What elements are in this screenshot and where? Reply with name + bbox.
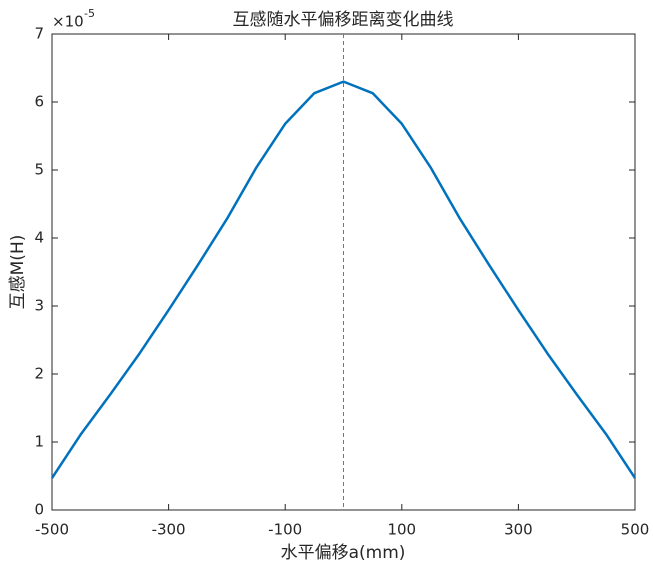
x-tick-label: -300 <box>152 521 186 539</box>
y-tick-label: 1 <box>34 433 44 451</box>
y-scale-exponent: -5 <box>84 7 95 20</box>
y-axis-label: 互感M(H) <box>8 235 28 310</box>
x-tick-label: 500 <box>621 521 650 539</box>
y-scale-base: ×10 <box>52 13 84 31</box>
y-tick-label: 5 <box>34 161 44 179</box>
y-tick-label: 2 <box>34 365 44 383</box>
y-tick-label: 0 <box>34 501 44 519</box>
y-tick-label: 7 <box>34 25 44 43</box>
y-tick-label: 3 <box>34 297 44 315</box>
chart-title: 互感随水平偏移距离变化曲线 <box>233 10 454 30</box>
x-tick-label: 100 <box>387 521 416 539</box>
data-line <box>50 80 637 479</box>
x-tick-label: -100 <box>268 521 302 539</box>
y-tick-label: 4 <box>34 229 44 247</box>
x-axis-label: 水平偏移a(mm) <box>281 543 406 563</box>
x-tick-label: 300 <box>504 521 533 539</box>
x-tick-label: -500 <box>35 521 69 539</box>
y-tick-label: 6 <box>34 93 44 111</box>
